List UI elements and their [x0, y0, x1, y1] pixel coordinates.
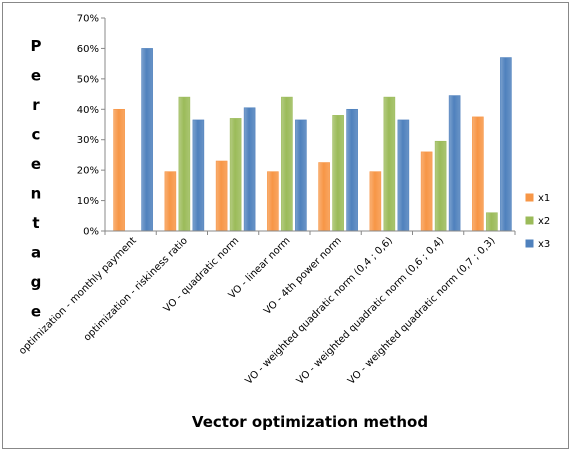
y-tick-label: 50%	[77, 74, 99, 85]
y-axis-title-letter: c	[32, 126, 41, 144]
y-tick-label: 40%	[77, 105, 99, 116]
bars	[113, 48, 512, 232]
bar-x3	[192, 119, 205, 232]
bar-x3	[346, 108, 358, 232]
y-axis-title-letter: g	[31, 273, 42, 291]
bar-x2	[332, 115, 344, 232]
y-axis-title-letter: r	[32, 96, 40, 114]
bar-x3	[141, 48, 153, 232]
legend: x1 x2 x3	[525, 193, 550, 250]
y-tick-label: 60%	[77, 44, 99, 55]
bar-x1	[164, 171, 177, 232]
legend-swatch-x1	[525, 193, 534, 202]
legend-label-x1: x1	[538, 193, 550, 204]
y-tick-label: 70%	[77, 14, 99, 25]
legend-swatch-x2	[525, 216, 534, 225]
category-labels: optimization - monthly paymentoptimizati…	[17, 235, 497, 387]
bar-x1	[113, 108, 125, 232]
y-axis-title-letter: e	[31, 303, 41, 321]
bar-x1	[215, 160, 228, 232]
bar-x2	[229, 118, 242, 232]
y-tick-label: 0%	[83, 227, 99, 238]
bar-x1	[267, 171, 279, 232]
bar-x1	[318, 162, 330, 232]
y-axis-title-letter: e	[31, 67, 41, 85]
y-axis-title-letter: n	[31, 185, 42, 203]
bar-x3	[500, 57, 512, 232]
y-axis-ticks: 0% 10% 20% 30% 40% 50% 60% 70%	[77, 14, 105, 238]
bar-x2	[281, 96, 293, 232]
bar-x3	[397, 119, 410, 232]
axes	[104, 18, 516, 235]
y-axis-title-letter: P	[31, 37, 42, 55]
bar-x3	[448, 95, 461, 232]
bar-x1	[472, 116, 484, 232]
y-tick-label: 10%	[77, 196, 99, 207]
bar-x1	[420, 151, 433, 232]
bar-x2	[434, 140, 447, 232]
bar-x3	[295, 119, 307, 232]
bar-x1	[369, 171, 382, 232]
legend-swatch-x3	[525, 239, 534, 248]
bar-x3	[243, 107, 256, 232]
x-axis-title: Vector optimization method	[192, 413, 428, 431]
y-axis-title-letter: e	[31, 155, 41, 173]
legend-label-x3: x3	[538, 239, 550, 250]
bar-x2	[383, 96, 396, 232]
legend-label-x2: x2	[538, 216, 550, 227]
category-label: optimization - riskiness ratio	[82, 235, 190, 343]
y-tick-label: 30%	[77, 135, 99, 146]
bar-x2	[486, 212, 498, 232]
y-tick-label: 20%	[77, 166, 99, 177]
bar-x2	[178, 96, 191, 232]
y-axis-title-letter: t	[32, 214, 39, 232]
y-axis-title-letter: a	[31, 244, 41, 262]
